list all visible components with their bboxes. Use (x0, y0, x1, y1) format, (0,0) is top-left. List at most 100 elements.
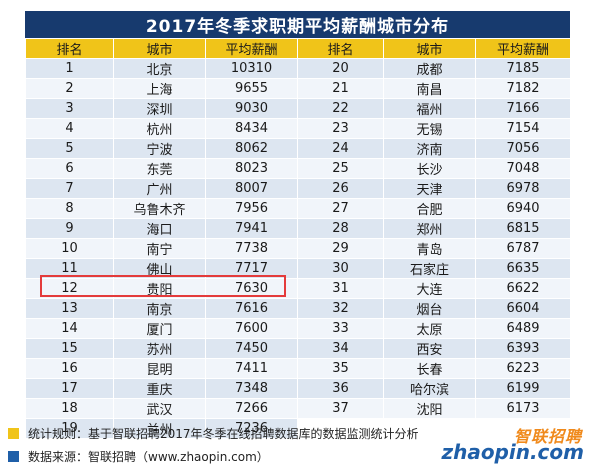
cell-rank: 18 (25, 398, 114, 419)
cell-rank-2: 20 (297, 58, 384, 79)
cell-salary: 7600 (205, 318, 298, 339)
cell-rank: 9 (25, 218, 114, 239)
cell-rank: 11 (25, 258, 114, 279)
salary-ranking-table: 排名 城市 平均薪酬 排名 城市 平均薪酬 1 北京 10310 20 成都 7185 2 上… (25, 38, 571, 439)
cell-city: 北京 (113, 58, 206, 79)
table-row: 8 乌鲁木齐 7956 27 合肥 6940 (25, 198, 571, 219)
table-row: 13 南京 7616 32 烟台 6604 (25, 298, 571, 319)
cell-salary: 10310 (205, 58, 298, 79)
cell-city: 南宁 (113, 238, 206, 259)
cell-salary-2: 7048 (475, 158, 571, 179)
footer-source: 数据来源：智联招聘（www.zhaopin.com） (8, 448, 269, 465)
cell-salary-2: 6489 (475, 318, 571, 339)
cell-rank: 14 (25, 318, 114, 339)
table-row: 14 厦门 7600 33 太原 6489 (25, 318, 571, 339)
cell-city: 苏州 (113, 338, 206, 359)
cell-salary: 7616 (205, 298, 298, 319)
footer-rule: 统计规则：基于智联招聘2017年冬季在线招聘数据库的数据监测统计分析 (8, 425, 419, 442)
cell-city: 乌鲁木齐 (113, 198, 206, 219)
cell-city: 东莞 (113, 158, 206, 179)
cell-rank-2: 33 (297, 318, 384, 339)
cell-city: 兰州 (113, 418, 206, 439)
cell-salary-2: 7154 (475, 118, 571, 139)
cell-salary-2: 6815 (475, 218, 571, 239)
cell-salary-2: 7185 (475, 58, 571, 79)
highlight-box-nanjing (40, 275, 286, 297)
cell-rank-2: 28 (297, 218, 384, 239)
header-city: 城市 (113, 38, 206, 59)
logo-cn-text: 智联招聘 (513, 427, 582, 446)
cell-rank: 7 (25, 178, 114, 199)
table-row: 17 重庆 7348 36 哈尔滨 6199 (25, 378, 571, 399)
cell-rank-2: 27 (297, 198, 384, 219)
cell-salary: 7348 (205, 378, 298, 399)
cell-salary: 7738 (205, 238, 298, 259)
cell-salary-2: 6940 (475, 198, 571, 219)
cell-city: 杭州 (113, 118, 206, 139)
cell-salary-2: 6978 (475, 178, 571, 199)
table-row: 4 杭州 8434 23 无锡 7154 (25, 118, 571, 139)
cell-city-2: 南昌 (383, 78, 476, 99)
blue-square-icon (8, 451, 19, 462)
cell-salary: 7941 (205, 218, 298, 239)
table-row: 15 苏州 7450 34 西安 6393 (25, 338, 571, 359)
cell-rank: 1 (25, 58, 114, 79)
cell-salary-2: 7166 (475, 98, 571, 119)
cell-rank-2: 24 (297, 138, 384, 159)
cell-salary-2: 7182 (475, 78, 571, 99)
cell-rank-2: 36 (297, 378, 384, 399)
cell-city-2: 无锡 (383, 118, 476, 139)
cell-city-2: 大连 (383, 278, 476, 299)
cell-city: 武汉 (113, 398, 206, 419)
table-header-row: 排名 城市 平均薪酬 排名 城市 平均薪酬 (25, 38, 571, 59)
cell-salary: 7956 (205, 198, 298, 219)
table-row: 19 兰州 7236 (25, 418, 571, 439)
cell-rank-2: 32 (297, 298, 384, 319)
footer-rule-text: 统计规则：基于智联招聘2017年冬季在线招聘数据库的数据监测统计分析 (28, 427, 419, 441)
cell-city-2 (383, 418, 476, 439)
header-city-2: 城市 (383, 38, 476, 59)
cell-rank: 3 (25, 98, 114, 119)
cell-rank-2: 35 (297, 358, 384, 379)
cell-salary-2: 6223 (475, 358, 571, 379)
cell-rank-2: 34 (297, 338, 384, 359)
cell-city: 佛山 (113, 258, 206, 279)
cell-rank: 16 (25, 358, 114, 379)
cell-city: 重庆 (113, 378, 206, 399)
table-row: 6 东莞 8023 25 长沙 7048 (25, 158, 571, 179)
cell-city: 宁波 (113, 138, 206, 159)
cell-salary-2: 7056 (475, 138, 571, 159)
table-row: 11 佛山 7717 30 石家庄 6635 (25, 258, 571, 279)
cell-salary: 7236 (205, 418, 298, 439)
cell-salary-2: 6622 (475, 278, 571, 299)
header-salary-2: 平均薪酬 (475, 38, 571, 59)
table-title: 2017年冬季求职期平均薪酬城市分布 (25, 11, 570, 38)
cell-rank: 5 (25, 138, 114, 159)
table-row: 18 武汉 7266 37 沈阳 6173 (25, 398, 571, 419)
cell-city: 广州 (113, 178, 206, 199)
cell-rank-2: 37 (297, 398, 384, 419)
cell-rank: 4 (25, 118, 114, 139)
cell-city: 厦门 (113, 318, 206, 339)
cell-city-2: 合肥 (383, 198, 476, 219)
cell-city-2: 郑州 (383, 218, 476, 239)
cell-salary-2: 6787 (475, 238, 571, 259)
cell-rank-2: 25 (297, 158, 384, 179)
cell-rank: 8 (25, 198, 114, 219)
cell-city-2: 沈阳 (383, 398, 476, 419)
cell-salary: 8023 (205, 158, 298, 179)
cell-rank-2: 29 (297, 238, 384, 259)
cell-city-2: 太原 (383, 318, 476, 339)
cell-salary: 9030 (205, 98, 298, 119)
cell-rank: 19 (25, 418, 114, 439)
cell-salary-2 (475, 418, 571, 439)
table-row: 10 南宁 7738 29 青岛 6787 (25, 238, 571, 259)
table-row: 1 北京 10310 20 成都 7185 (25, 58, 571, 79)
cell-city: 上海 (113, 78, 206, 99)
cell-rank-2: 26 (297, 178, 384, 199)
yellow-square-icon (8, 428, 19, 439)
cell-salary-2: 6393 (475, 338, 571, 359)
cell-salary: 8007 (205, 178, 298, 199)
cell-city-2: 成都 (383, 58, 476, 79)
cell-city: 深圳 (113, 98, 206, 119)
